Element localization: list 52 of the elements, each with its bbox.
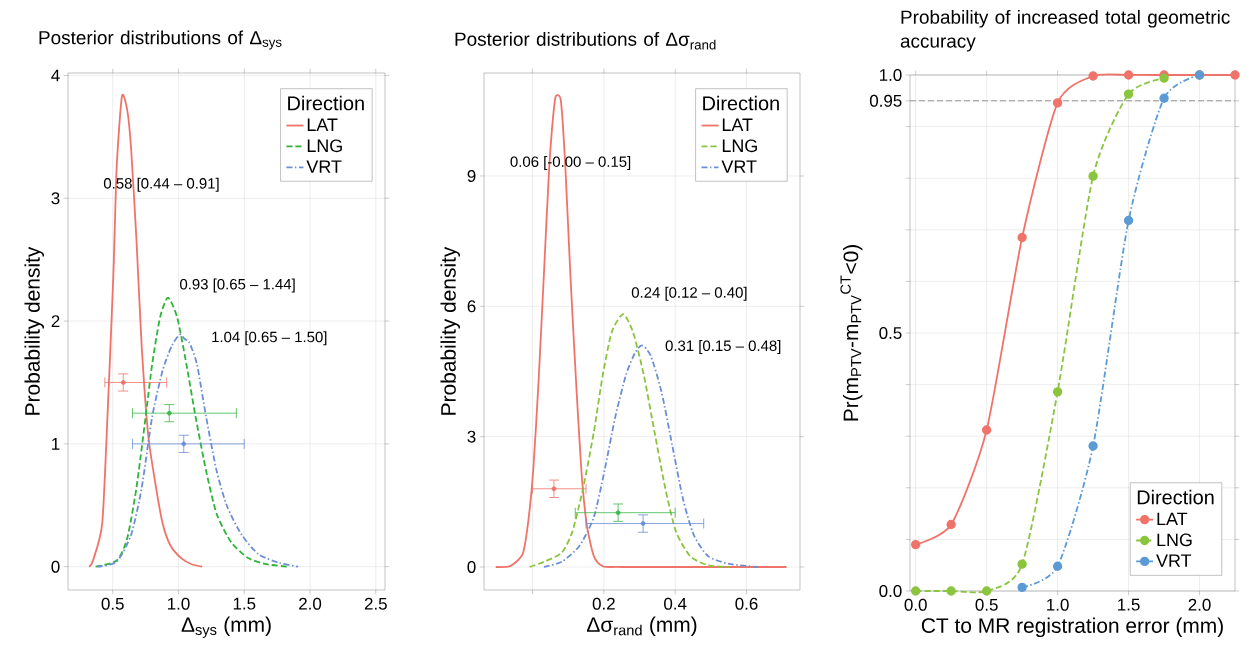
x-tick-label: 2.0 — [1188, 598, 1211, 611]
x-tick-label: 1.5 — [1118, 598, 1140, 611]
x-tick-label: 1.0 — [168, 597, 190, 610]
y-axis-title: Pr(m$_{PTV}$-m$_{PTV}$$^{CT}$<0) — [840, 245, 863, 421]
annotation: 0.31 [0.15 – 0.48] — [665, 340, 781, 354]
y-tick-label: 3 — [51, 192, 60, 205]
x-tick-label: 2.0 — [299, 597, 322, 610]
legend-label: LNG — [1157, 533, 1192, 547]
y-tick-label: 3 — [467, 430, 476, 443]
x-tick-label: 1.5 — [233, 597, 256, 610]
chart-title: Posterior distributions of Δ$_{sys}$ — [39, 30, 282, 50]
legend-label: VRT — [721, 160, 757, 173]
x-tick-label: 0.0 — [904, 598, 927, 611]
annotation: 0.93 [0.65 – 1.44] — [180, 278, 295, 293]
y-axis-title: Probability density — [24, 246, 44, 415]
y-tick-label: 2 — [51, 315, 60, 327]
legend-label: VRT — [1156, 554, 1192, 567]
x-axis-title: Δσ$_{rand}$ (mm) — [586, 616, 697, 637]
y-tick-label: 0.95 — [869, 94, 902, 107]
y-tick-label: 0.0 — [879, 585, 902, 598]
x-tick-label: 0.5 — [975, 598, 998, 611]
y-tick-label: 1 — [52, 438, 60, 450]
annotation: 0.24 [0.12 – 0.40] — [631, 286, 747, 301]
legend-label: LNG — [722, 139, 757, 153]
legend-label: LNG — [307, 139, 342, 153]
legend-label: VRT — [306, 160, 342, 173]
annotation: 1.04 [0.65 – 1.50] — [212, 331, 327, 346]
chart-title: Probability of increased total geometric accuracy — [900, 9, 1230, 52]
x-tick-label: 0.4 — [664, 597, 687, 610]
x-tick-label: 0.2 — [592, 597, 615, 610]
x-tick-label: 0.6 — [735, 597, 758, 610]
legend-label: LAT — [722, 118, 753, 131]
x-tick-label: 1.0 — [1047, 598, 1069, 611]
legend-title: Direction — [1137, 489, 1214, 505]
y-tick-label: 4 — [51, 69, 60, 82]
legend-title: Direction — [288, 95, 364, 111]
legend-label: LAT — [1157, 512, 1188, 526]
y-tick-label: 6 — [467, 300, 476, 313]
y-tick-label: 1.0 — [879, 69, 902, 81]
legend-label: LAT — [307, 118, 338, 131]
y-tick-label: 9 — [467, 169, 476, 182]
chart-title: Posterior distributions of Δσ$_{rand}$ — [455, 31, 716, 50]
annotation: 0.58 [0.44 – 0.91] — [103, 177, 219, 192]
legend-title: Direction — [703, 95, 779, 111]
y-tick-label: 0 — [51, 560, 60, 573]
y-tick-label: 0 — [467, 560, 476, 573]
y-tick-label: 0.5 — [879, 327, 902, 340]
x-axis-title: Δ$_{sys}$ (mm) — [181, 616, 271, 638]
x-tick-label: 2.5 — [364, 597, 387, 610]
x-axis-title: CT to MR registration error (mm) — [921, 617, 1223, 638]
x-tick-label: 0.5 — [101, 597, 124, 610]
y-axis-title: Probability density — [440, 246, 460, 415]
